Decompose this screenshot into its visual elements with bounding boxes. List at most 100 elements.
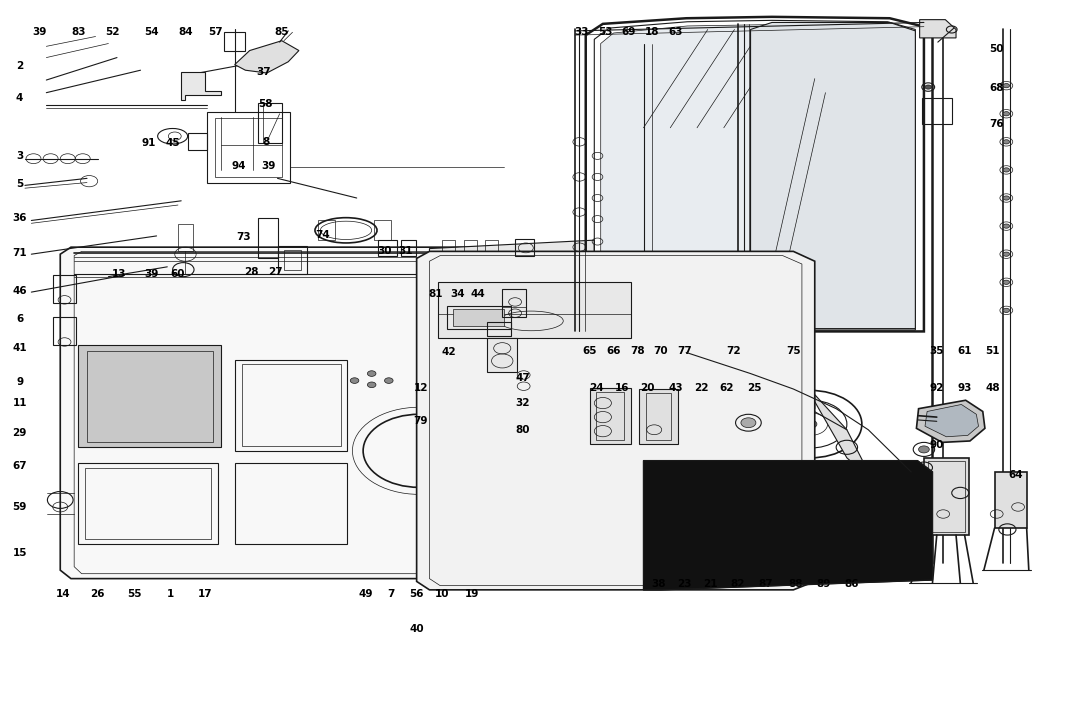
Polygon shape (814, 395, 879, 493)
Text: 28: 28 (245, 267, 259, 278)
Text: 39: 39 (262, 161, 276, 171)
Text: 94: 94 (232, 161, 246, 171)
Text: 20: 20 (641, 383, 655, 393)
Text: 17: 17 (197, 589, 212, 599)
Text: 50: 50 (989, 44, 1004, 54)
Text: 11: 11 (12, 398, 27, 408)
Polygon shape (920, 20, 956, 38)
Circle shape (1003, 111, 1010, 116)
Text: 15: 15 (12, 548, 27, 558)
Bar (487, 321, 511, 336)
Bar (78, 462, 218, 544)
Circle shape (1003, 140, 1010, 144)
Bar (284, 250, 302, 269)
Polygon shape (78, 345, 221, 447)
Circle shape (925, 85, 931, 89)
Text: 21: 21 (703, 580, 717, 589)
Text: 23: 23 (677, 580, 691, 589)
Polygon shape (601, 25, 909, 329)
Bar (207, 112, 291, 183)
Text: 10: 10 (435, 589, 450, 599)
Text: 70: 70 (653, 346, 668, 356)
Text: 86: 86 (843, 580, 858, 589)
Text: 4: 4 (16, 93, 24, 104)
Text: 38: 38 (651, 580, 665, 589)
Text: 53: 53 (598, 27, 613, 37)
Text: 9: 9 (16, 377, 24, 387)
Bar (259, 102, 282, 143)
Text: 71: 71 (12, 247, 27, 258)
Bar (235, 462, 347, 544)
Text: 16: 16 (615, 383, 630, 393)
Text: 82: 82 (731, 580, 745, 589)
Bar (178, 224, 193, 251)
Bar (319, 221, 335, 240)
Polygon shape (750, 23, 915, 329)
Text: 44: 44 (470, 288, 485, 298)
Text: 79: 79 (414, 417, 428, 427)
Text: 56: 56 (410, 589, 424, 599)
Text: 27: 27 (268, 267, 282, 278)
Circle shape (1003, 168, 1010, 172)
Text: 29: 29 (13, 427, 27, 438)
Bar (922, 98, 952, 123)
Bar (400, 240, 415, 256)
Text: 69: 69 (621, 27, 635, 37)
Text: 19: 19 (465, 589, 480, 599)
Text: 5: 5 (16, 179, 24, 189)
Text: 13: 13 (112, 269, 127, 279)
Text: 32: 32 (515, 398, 530, 408)
Circle shape (384, 378, 393, 384)
Text: 42: 42 (441, 348, 456, 357)
Text: 22: 22 (694, 383, 708, 393)
Polygon shape (916, 400, 985, 442)
Text: 63: 63 (668, 27, 682, 37)
Text: 64: 64 (1009, 470, 1024, 479)
Text: 83: 83 (71, 27, 86, 37)
Circle shape (1003, 84, 1010, 87)
Text: 6: 6 (16, 314, 24, 324)
Text: 30: 30 (378, 246, 392, 257)
Bar (453, 309, 504, 326)
Text: 35: 35 (929, 346, 944, 356)
Text: 45: 45 (165, 138, 180, 148)
Circle shape (350, 378, 358, 384)
Bar (464, 240, 476, 256)
Polygon shape (60, 247, 526, 579)
Text: 41: 41 (12, 343, 27, 353)
Polygon shape (730, 331, 814, 437)
Polygon shape (235, 41, 299, 73)
Bar (85, 467, 211, 539)
Circle shape (918, 446, 929, 453)
Text: 76: 76 (989, 118, 1004, 128)
Bar (597, 392, 624, 440)
Text: 74: 74 (315, 230, 329, 240)
Text: 40: 40 (409, 624, 424, 634)
Text: 46: 46 (12, 286, 27, 295)
Bar (442, 240, 455, 256)
Text: 65: 65 (583, 346, 598, 356)
Text: 7: 7 (387, 589, 395, 599)
Text: 14: 14 (56, 589, 71, 599)
Text: 77: 77 (677, 346, 692, 356)
Bar (378, 240, 397, 256)
Bar (235, 360, 347, 450)
Circle shape (804, 420, 817, 429)
Text: 62: 62 (720, 383, 734, 393)
Text: 89: 89 (817, 580, 831, 589)
Polygon shape (644, 460, 932, 590)
Bar (640, 389, 678, 443)
Text: 31: 31 (399, 246, 413, 257)
Bar (995, 472, 1027, 528)
Text: 81: 81 (428, 288, 443, 298)
Text: 60: 60 (171, 269, 186, 279)
Text: 3: 3 (16, 151, 24, 161)
Bar (928, 460, 965, 532)
Text: 72: 72 (726, 346, 740, 356)
Bar (188, 133, 207, 150)
Text: 33: 33 (574, 27, 589, 37)
Text: 43: 43 (668, 383, 682, 393)
Text: 85: 85 (275, 27, 289, 37)
Text: 91: 91 (142, 138, 157, 148)
Bar (53, 275, 76, 303)
